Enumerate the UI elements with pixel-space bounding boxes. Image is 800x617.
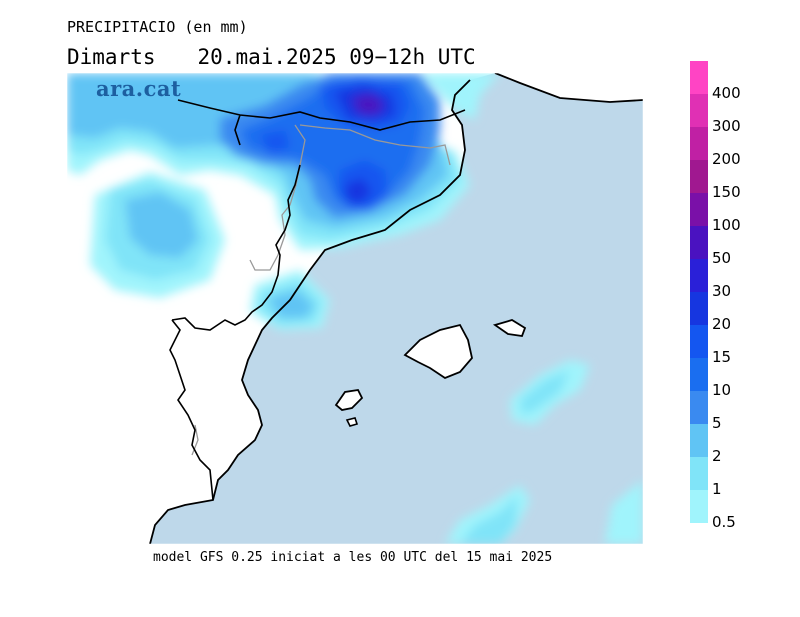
legend-swatch [690,358,708,391]
legend-swatch [690,226,708,259]
legend-swatch [690,490,708,523]
sea-area [150,73,643,544]
legend-swatch [690,193,708,226]
national-border [171,99,466,331]
legend-label: 0.5 [712,513,736,531]
legend-swatch [690,61,708,94]
ara-cat-logo: ara.cat [96,76,182,101]
legend-swatch [690,424,708,457]
chart-title: PRECIPITACIO (en mm) [67,18,248,36]
island-ibiza [334,389,364,411]
legend-label: 15 [712,348,732,366]
legend-swatch [690,94,708,127]
legend-label: 150 [712,183,741,201]
legend-swatch [690,292,708,325]
date-period-label: 20.mai.2025 09−12h UTC [197,45,476,69]
island-formentera [345,417,359,427]
legend-label: 300 [712,117,741,135]
legend-label: 400 [712,84,741,102]
legend-swatch [690,325,708,358]
legend-label: 1 [712,480,722,498]
legend-swatch [690,391,708,424]
model-info-footer: model GFS 0.25 iniciat a les 00 UTC del … [153,550,553,565]
legend-label: 100 [712,216,741,234]
legend-label: 50 [712,249,732,267]
inland-border [169,319,214,501]
coastline [149,73,643,544]
legend-label: 20 [712,315,732,333]
forecast-period: Dimarts 20.mai.2025 09−12h UTC [67,45,476,69]
island-menorca [492,319,527,337]
legend-label: 10 [712,381,732,399]
legend-label: 200 [712,150,741,168]
legend-label: 30 [712,282,732,300]
legend-label: 2 [712,447,722,465]
legend-swatch [690,259,708,292]
island-mallorca [403,323,473,380]
legend-swatch [690,457,708,490]
legend-swatch [690,127,708,160]
precipitation-areas [67,73,643,544]
day-label: Dimarts [67,45,156,69]
legend-swatch [690,160,708,193]
legend-label: 5 [712,414,722,432]
